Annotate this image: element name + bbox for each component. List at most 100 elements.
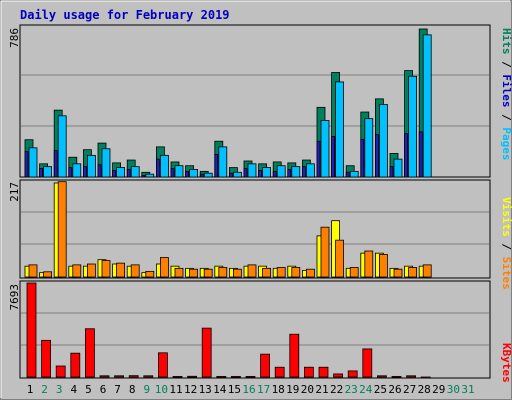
bar-kbytes-day-12 [187,375,198,378]
bar-pages-day-11 [170,168,175,178]
bar-sites-day-18 [276,267,286,278]
gridlines-panel-3 [21,312,489,346]
x-tick-label-14: 14 [213,383,227,396]
x-tick-label-2: 2 [41,383,48,396]
bar-sites-day-13 [203,268,213,278]
bar-files-day-6 [101,148,111,178]
bar-pages-day-20 [301,166,306,178]
y-max-label-panel-1: 786 [8,28,21,48]
legend-hits: Hits [500,28,512,55]
bar-pages-day-13 [199,173,204,178]
bar-sites-day-21 [320,226,330,278]
bar-sites-day-3 [57,181,67,278]
x-axis-day-labels: 1 2 3 4 5 6 7 8 9 10 11 12 13 14 15 16 17 18 19 20 21 22 23 24 2… [27,383,475,396]
bar-kbytes-day-22 [333,373,344,378]
bar-files-day-24 [364,118,374,178]
bar-sites-day-26 [393,268,403,278]
x-tick-label-18: 18 [272,383,285,396]
svg-text:KBytes: KBytes [500,343,512,383]
bar-files-day-26 [393,158,403,178]
bar-kbytes-day-24 [362,348,373,378]
bar-files-day-22 [335,81,345,178]
bar-sites-day-12 [189,268,199,278]
x-tick-label-15: 15 [228,383,241,396]
bar-sites-day-11 [174,267,184,278]
panel-visits-sites [19,179,491,279]
x-tick-label-8: 8 [129,383,136,396]
bar-pages-day-16 [243,168,248,178]
bar-files-day-21 [320,120,330,178]
bar-files-day-12 [189,169,199,178]
bar-kbytes-day-4 [70,352,81,378]
bar-pages-day-1 [24,151,29,178]
bar-pages-day-26 [389,166,394,178]
x-tick-label-21: 21 [315,383,328,396]
bar-sites-day-8 [130,264,140,278]
x-tick-label-28: 28 [418,383,431,396]
bar-kbytes-day-26 [391,375,402,378]
bar-sites-day-19 [291,267,301,278]
y-max-label-panel-3: 7693 [8,284,21,311]
bar-kbytes-day-14 [216,375,227,378]
bar-kbytes-day-20 [303,366,314,378]
bar-pages-day-9 [141,175,146,178]
bar-kbytes-day-1 [26,282,37,378]
bar-sites-day-1 [28,264,38,278]
bar-pages-day-12 [185,170,190,178]
bar-sites-day-23 [349,267,359,278]
bar-pages-day-15 [228,172,233,178]
bars-panel-1 [24,28,432,178]
bar-sites-day-27 [408,267,418,278]
bar-pages-day-19 [287,169,292,178]
bars-panel-2 [24,181,432,278]
bar-kbytes-day-17 [260,353,271,378]
x-tick-label-22: 22 [330,383,343,396]
bar-pages-day-28 [418,131,423,178]
legend-panel-3: KBytes [500,343,512,383]
bar-pages-day-10 [155,158,160,178]
bar-pages-day-8 [126,169,131,178]
x-tick-label-17: 17 [257,383,270,396]
bar-sites-day-14 [218,267,228,278]
bar-files-day-1 [28,147,38,178]
gridlines-panel-2 [21,211,489,245]
x-tick-label-20: 20 [301,383,314,396]
bar-kbytes-day-21 [318,366,329,378]
bar-sites-day-6 [101,260,111,278]
bar-files-day-5 [87,154,96,178]
bar-kbytes-day-7 [114,375,124,378]
bar-pages-day-23 [345,171,350,178]
legend-pages: Pages [500,127,512,160]
x-tick-label-30: 30 [447,383,460,396]
bar-sites-day-7 [116,262,125,278]
bar-files-day-17 [262,167,272,178]
x-tick-label-23: 23 [345,383,358,396]
bar-pages-day-18 [272,170,277,178]
legend-panel-1: Hits / Files / Pages [500,28,512,161]
bar-files-day-18 [276,165,286,178]
x-tick-label-26: 26 [388,383,401,396]
x-tick-label-9: 9 [143,383,150,396]
bar-sites-day-5 [87,263,96,278]
bar-sites-day-24 [364,250,374,278]
bar-kbytes-day-16 [245,375,256,378]
bar-sites-day-28 [422,264,432,278]
bar-sites-day-22 [335,239,345,278]
bar-pages-day-6 [97,164,102,178]
bar-kbytes-day-3 [55,365,66,378]
bar-kbytes-day-10 [157,352,168,378]
x-tick-label-7: 7 [114,383,121,396]
legend-visits: Visits [500,197,512,237]
legend-files: Files [500,74,512,107]
bar-sites-day-16 [247,264,257,278]
x-tick-label-1: 1 [27,383,34,396]
bar-pages-day-27 [404,133,409,178]
bar-kbytes-day-19 [289,333,300,378]
bar-pages-day-2 [39,168,43,178]
chart-title: Daily usage for February 2019 [20,8,230,22]
bar-kbytes-day-27 [406,375,417,378]
bar-kbytes-day-13 [201,327,212,378]
bar-files-day-8 [130,166,140,178]
panel-kbytes [19,280,491,379]
